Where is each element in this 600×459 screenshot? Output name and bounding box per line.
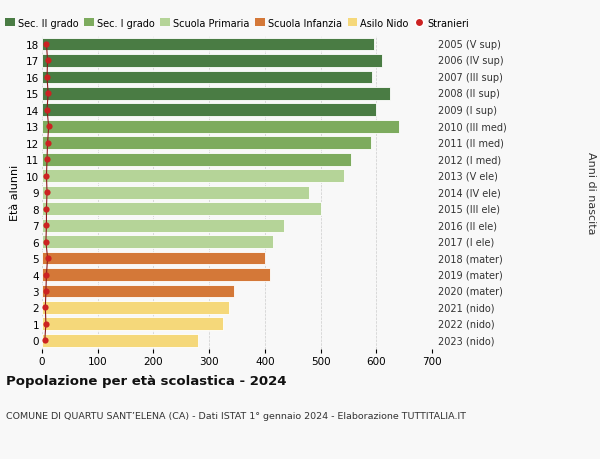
Text: 2007 (III sup): 2007 (III sup) bbox=[437, 73, 503, 83]
Text: 2016 (II ele): 2016 (II ele) bbox=[437, 221, 497, 230]
Bar bbox=[42, 186, 310, 199]
Point bbox=[41, 173, 51, 180]
Bar bbox=[42, 318, 223, 330]
Point bbox=[41, 206, 51, 213]
Y-axis label: Età alunni: Età alunni bbox=[10, 165, 20, 221]
Bar bbox=[42, 334, 198, 347]
Bar bbox=[42, 235, 273, 248]
Point bbox=[42, 74, 52, 81]
Text: 2022 (nido): 2022 (nido) bbox=[437, 319, 494, 329]
Point bbox=[42, 156, 52, 163]
Point bbox=[44, 123, 53, 131]
Bar bbox=[42, 203, 320, 216]
Bar bbox=[42, 170, 344, 183]
Bar bbox=[42, 88, 390, 101]
Point bbox=[41, 304, 50, 312]
Point bbox=[42, 189, 52, 196]
Bar bbox=[42, 72, 372, 84]
Point bbox=[43, 58, 52, 65]
Legend: Sec. II grado, Sec. I grado, Scuola Primaria, Scuola Infanzia, Asilo Nido, Stran: Sec. II grado, Sec. I grado, Scuola Prim… bbox=[5, 19, 469, 29]
Text: 2005 (V sup): 2005 (V sup) bbox=[437, 40, 500, 50]
Bar bbox=[42, 39, 373, 51]
Text: 2011 (II med): 2011 (II med) bbox=[437, 139, 503, 149]
Text: 2017 (I ele): 2017 (I ele) bbox=[437, 237, 494, 247]
Text: Popolazione per età scolastica - 2024: Popolazione per età scolastica - 2024 bbox=[6, 374, 287, 387]
Bar bbox=[42, 219, 284, 232]
Point bbox=[41, 288, 51, 295]
Point bbox=[42, 107, 52, 114]
Bar bbox=[42, 269, 271, 281]
Text: 2008 (II sup): 2008 (II sup) bbox=[437, 89, 500, 99]
Bar bbox=[42, 137, 371, 150]
Text: Anni di nascita: Anni di nascita bbox=[586, 151, 596, 234]
Bar bbox=[42, 153, 351, 166]
Point bbox=[43, 90, 53, 98]
Text: 2012 (I med): 2012 (I med) bbox=[437, 155, 501, 165]
Text: 2014 (IV ele): 2014 (IV ele) bbox=[437, 188, 500, 198]
Text: 2015 (III ele): 2015 (III ele) bbox=[437, 204, 500, 214]
Point bbox=[41, 320, 51, 328]
Bar bbox=[42, 252, 265, 265]
Bar bbox=[42, 302, 229, 314]
Bar bbox=[42, 121, 398, 134]
Text: 2010 (III med): 2010 (III med) bbox=[437, 122, 506, 132]
Text: 2020 (mater): 2020 (mater) bbox=[437, 286, 503, 297]
Text: 2019 (mater): 2019 (mater) bbox=[437, 270, 502, 280]
Bar bbox=[42, 55, 382, 68]
Text: 2013 (V ele): 2013 (V ele) bbox=[437, 171, 497, 181]
Point bbox=[41, 238, 51, 246]
Point bbox=[43, 140, 52, 147]
Text: 2009 (I sup): 2009 (I sup) bbox=[437, 106, 497, 116]
Point bbox=[40, 337, 50, 344]
Text: 2006 (IV sup): 2006 (IV sup) bbox=[437, 56, 503, 67]
Bar bbox=[42, 285, 234, 298]
Text: 2021 (nido): 2021 (nido) bbox=[437, 303, 494, 313]
Text: 2023 (nido): 2023 (nido) bbox=[437, 336, 494, 346]
Text: 2018 (mater): 2018 (mater) bbox=[437, 253, 502, 263]
Point bbox=[41, 271, 51, 279]
Point bbox=[41, 41, 51, 49]
Bar bbox=[42, 104, 376, 117]
Point bbox=[43, 255, 52, 262]
Point bbox=[41, 222, 51, 230]
Text: COMUNE DI QUARTU SANT’ELENA (CA) - Dati ISTAT 1° gennaio 2024 - Elaborazione TUT: COMUNE DI QUARTU SANT’ELENA (CA) - Dati … bbox=[6, 411, 466, 420]
